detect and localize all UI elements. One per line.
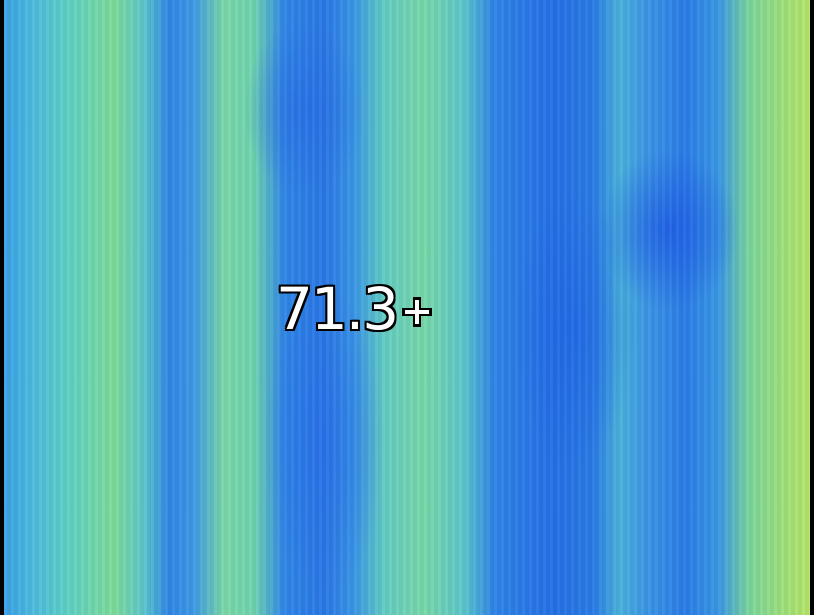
temperature-reading: 71.3: [276, 280, 397, 338]
crosshair: [398, 293, 436, 331]
thermal-screen: 71.3: [0, 0, 814, 615]
